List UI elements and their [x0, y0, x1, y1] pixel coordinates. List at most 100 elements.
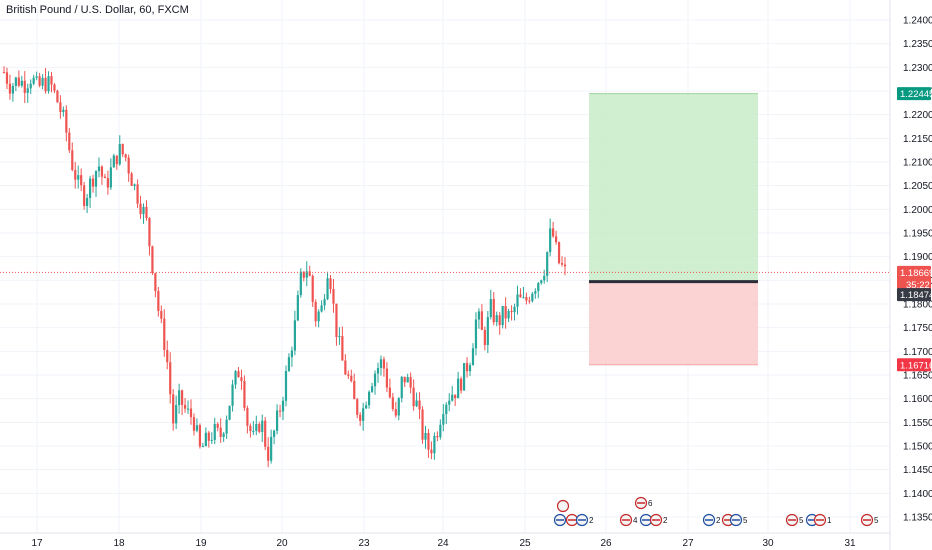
candle-body — [457, 378, 460, 399]
target-price-badge-bg — [897, 87, 931, 101]
candle-body — [130, 173, 133, 186]
price-tick-label: 1.21500 — [903, 134, 932, 145]
candle-body — [379, 359, 383, 368]
candle-body — [80, 175, 83, 186]
candle-body — [56, 90, 59, 103]
candle-body — [166, 349, 169, 363]
candle-body — [32, 77, 35, 84]
candle-body — [477, 311, 481, 320]
candle-body — [270, 436, 273, 461]
candle-body — [178, 390, 181, 406]
candle-body — [439, 424, 442, 438]
candle-body — [290, 350, 294, 358]
candle-body — [531, 293, 534, 302]
loss-zone[interactable] — [589, 281, 758, 365]
position-zones[interactable] — [589, 93, 758, 366]
candle-body — [546, 252, 549, 276]
candle-body — [382, 359, 386, 369]
entry-price-badge: 1.18474 — [900, 290, 932, 301]
candle-body — [112, 155, 115, 168]
candle-body — [59, 102, 62, 113]
candle-body — [323, 299, 326, 306]
time-tick-label: 30 — [762, 538, 774, 549]
candle-body — [308, 271, 311, 276]
candle-body — [397, 398, 400, 416]
candle-body — [8, 83, 12, 94]
candle-body — [83, 185, 86, 206]
candle-body — [519, 294, 522, 298]
candle-body — [219, 427, 222, 437]
candle-body — [124, 154, 127, 158]
price-tick-label: 1.23000 — [903, 63, 932, 74]
candle-body — [115, 155, 118, 165]
candle-body — [231, 384, 234, 406]
current-price-badge: 1.18669 — [900, 268, 932, 279]
candle-body — [20, 80, 23, 86]
candle-body — [356, 399, 359, 415]
event-count: 1 — [827, 516, 832, 525]
time-tick-label: 27 — [682, 538, 694, 549]
candle-body — [287, 357, 291, 371]
candle-body — [557, 242, 561, 264]
price-tick-label: 1.17000 — [903, 347, 932, 358]
candle-body — [195, 425, 199, 431]
candle-body — [418, 400, 421, 410]
candle-body — [121, 144, 124, 155]
event-flag-icon[interactable] — [556, 499, 570, 513]
candle-body — [436, 435, 439, 438]
candle-body — [507, 311, 510, 319]
candle-body — [344, 360, 347, 375]
candle-body — [139, 203, 142, 215]
candle-body — [91, 178, 95, 187]
event-count: 5 — [874, 516, 879, 525]
candle-body — [296, 295, 299, 321]
event-count: 2 — [663, 516, 668, 525]
candle-body — [320, 305, 323, 312]
candle-body — [216, 423, 219, 428]
candle-body — [38, 76, 41, 86]
event-count: 4 — [633, 516, 638, 525]
time-tick-label: 31 — [844, 538, 856, 549]
price-tick-label: 1.21000 — [903, 158, 932, 169]
price-tick-label: 1.16000 — [903, 394, 932, 405]
candle-body — [516, 294, 519, 307]
candle-body — [77, 175, 80, 180]
candle-body — [160, 310, 163, 319]
candle-body — [474, 319, 478, 349]
price-tick-label: 1.15000 — [903, 442, 932, 453]
candle-body — [145, 206, 148, 218]
candle-body — [264, 420, 267, 447]
candle-body — [281, 400, 285, 412]
candle-body — [501, 305, 504, 326]
candle-body — [86, 197, 89, 206]
candle-body — [552, 228, 555, 237]
time-tick-label: 19 — [195, 538, 207, 549]
candle-body — [362, 408, 365, 421]
candle-body — [489, 299, 492, 318]
candle-body — [47, 76, 50, 92]
candle-body — [23, 80, 26, 93]
candle-body — [228, 405, 231, 420]
candle-body — [465, 363, 469, 372]
candle-body — [365, 405, 368, 409]
candle-body — [483, 329, 486, 346]
candle-body — [127, 157, 130, 174]
candle-body — [347, 374, 350, 376]
price-tick-label: 1.20000 — [903, 205, 932, 216]
candle-body — [317, 311, 320, 322]
event-count: 2 — [716, 516, 721, 525]
candle-body — [448, 400, 451, 405]
candle-body — [180, 390, 184, 405]
chart-title: British Pound / U.S. Dollar, 60, FXCM — [6, 4, 189, 16]
price-tick-label: 1.17500 — [903, 323, 932, 334]
candle-body — [53, 84, 56, 91]
candle-body — [480, 311, 483, 330]
candle-body — [109, 167, 112, 188]
candle-body — [225, 419, 228, 434]
profit-zone[interactable] — [589, 93, 758, 282]
candle-body — [403, 376, 406, 383]
candle-body — [41, 77, 44, 86]
candle-body — [370, 386, 374, 392]
current-price-badge-bg — [897, 265, 931, 291]
